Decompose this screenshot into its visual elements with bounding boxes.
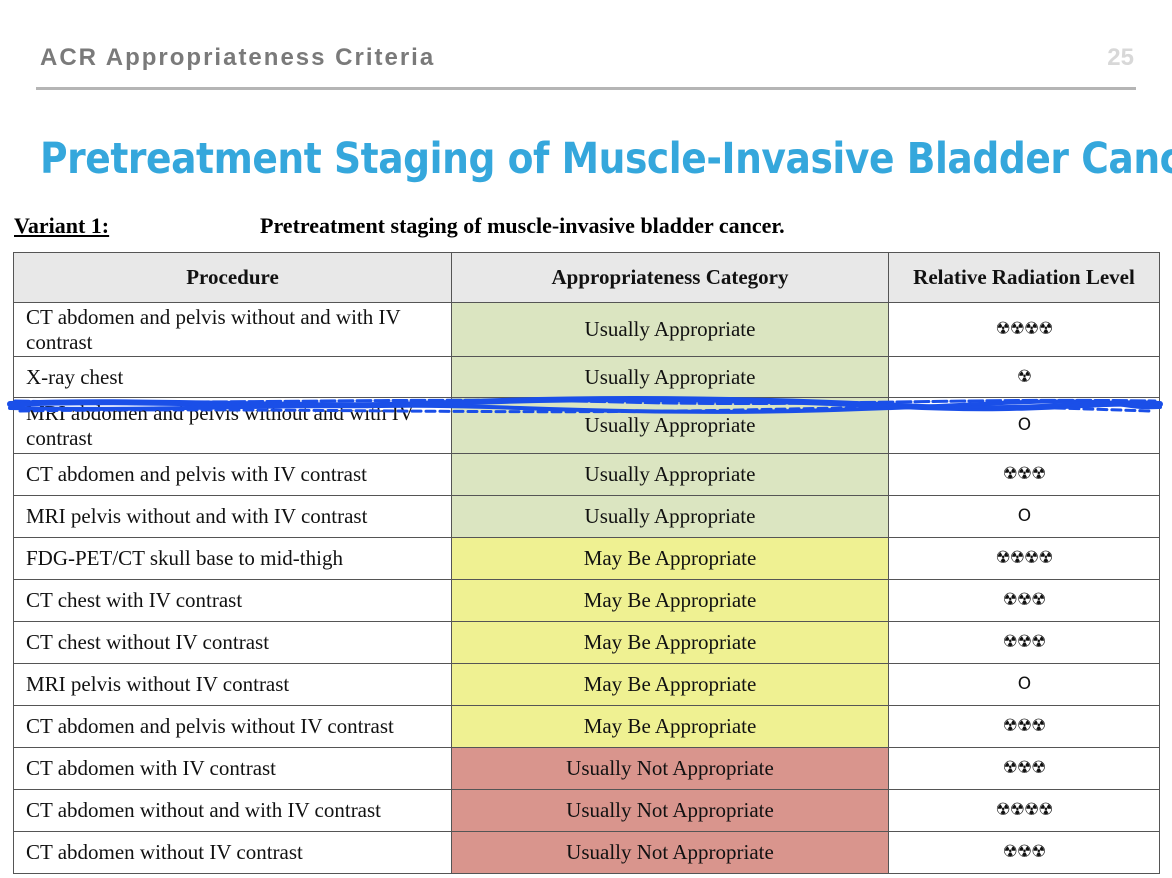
column-header-appropriateness: Appropriateness Category: [451, 252, 889, 303]
table-row: CT chest with IV contrast May Be Appropr…: [13, 579, 1160, 622]
radiation-level-cell: O: [888, 663, 1160, 706]
table-row: MRI pelvis without IV contrast May Be Ap…: [13, 663, 1160, 706]
radiation-level-cell: ☢☢☢☢: [888, 302, 1160, 357]
procedure-cell: CT abdomen and pelvis without IV contras…: [13, 705, 452, 748]
category-cell: Usually Not Appropriate: [451, 831, 889, 874]
procedure-cell: CT abdomen and pelvis with IV contrast: [13, 453, 452, 496]
table-row: CT abdomen without and with IV contrast …: [13, 789, 1160, 832]
table-row: X-ray chest Usually Appropriate ☢: [13, 356, 1160, 398]
radiation-level-cell: ☢☢☢: [888, 705, 1160, 748]
radiation-level-cell: O: [888, 397, 1160, 454]
category-cell: May Be Appropriate: [451, 663, 889, 706]
category-cell: May Be Appropriate: [451, 621, 889, 664]
table-row: FDG-PET/CT skull base to mid-thigh May B…: [13, 537, 1160, 580]
procedure-cell: X-ray chest: [13, 356, 452, 398]
table-row: MRI abdomen and pelvis without and with …: [13, 397, 1160, 454]
procedure-cell: CT chest without IV contrast: [13, 621, 452, 664]
category-cell: Usually Not Appropriate: [451, 789, 889, 832]
header-divider: [36, 87, 1136, 90]
category-cell: May Be Appropriate: [451, 705, 889, 748]
table-row: CT abdomen and pelvis with IV contrast U…: [13, 453, 1160, 496]
radiation-level-cell: O: [888, 495, 1160, 538]
radiation-level-cell: ☢☢☢: [888, 831, 1160, 874]
table-row: CT chest without IV contrast May Be Appr…: [13, 621, 1160, 664]
category-cell: Usually Appropriate: [451, 495, 889, 538]
category-cell: Usually Not Appropriate: [451, 747, 889, 790]
variant-label: Variant 1:: [14, 213, 110, 238]
category-cell: Usually Appropriate: [451, 397, 889, 454]
procedure-cell: CT abdomen without and with IV contrast: [13, 789, 452, 832]
variant-description: Pretreatment staging of muscle-invasive …: [260, 213, 785, 238]
radiation-level-cell: ☢☢☢☢: [888, 537, 1160, 580]
procedure-cell: CT abdomen without IV contrast: [13, 831, 452, 874]
radiation-level-cell: ☢☢☢☢: [888, 789, 1160, 832]
radiation-level-cell: ☢☢☢: [888, 453, 1160, 496]
procedure-cell: CT abdomen and pelvis without and with I…: [13, 302, 452, 357]
appropriateness-table: Procedure Appropriateness Category Relat…: [13, 252, 1160, 874]
document-header-title: ACR Appropriateness Criteria: [40, 44, 436, 71]
table-row: MRI pelvis without and with IV contrast …: [13, 495, 1160, 538]
radiation-level-cell: ☢: [888, 356, 1160, 398]
category-cell: Usually Appropriate: [451, 453, 889, 496]
category-cell: Usually Appropriate: [451, 356, 889, 398]
table-header-row: Procedure Appropriateness Category Relat…: [13, 252, 1160, 303]
category-cell: Usually Appropriate: [451, 302, 889, 357]
table-row: CT abdomen without IV contrast Usually N…: [13, 831, 1160, 874]
procedure-cell: CT abdomen with IV contrast: [13, 747, 452, 790]
radiation-level-cell: ☢☢☢: [888, 621, 1160, 664]
category-cell: May Be Appropriate: [451, 537, 889, 580]
page-title: Pretreatment Staging of Muscle-Invasive …: [40, 134, 1172, 184]
page-number: 25: [1107, 44, 1134, 71]
table-row: CT abdomen with IV contrast Usually Not …: [13, 747, 1160, 790]
procedure-cell: MRI abdomen and pelvis without and with …: [13, 397, 452, 454]
procedure-cell: FDG-PET/CT skull base to mid-thigh: [13, 537, 452, 580]
procedure-cell: MRI pelvis without IV contrast: [13, 663, 452, 706]
column-header-radiation: Relative Radiation Level: [888, 252, 1160, 303]
table-row: CT abdomen and pelvis without and with I…: [13, 302, 1160, 357]
radiation-level-cell: ☢☢☢: [888, 747, 1160, 790]
category-cell: May Be Appropriate: [451, 579, 889, 622]
column-header-procedure: Procedure: [13, 252, 452, 303]
procedure-cell: MRI pelvis without and with IV contrast: [13, 495, 452, 538]
procedure-cell: CT chest with IV contrast: [13, 579, 452, 622]
table-row: CT abdomen and pelvis without IV contras…: [13, 705, 1160, 748]
radiation-level-cell: ☢☢☢: [888, 579, 1160, 622]
